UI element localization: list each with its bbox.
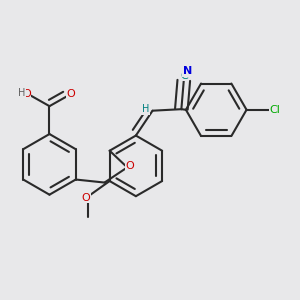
Text: H: H: [18, 88, 26, 98]
Text: C: C: [181, 71, 189, 81]
Text: H: H: [142, 104, 149, 114]
Text: O: O: [66, 88, 75, 99]
Text: Cl: Cl: [270, 105, 280, 115]
Text: O: O: [82, 193, 90, 203]
Text: O: O: [22, 88, 31, 99]
Text: N: N: [183, 66, 192, 76]
Text: O: O: [126, 161, 134, 171]
